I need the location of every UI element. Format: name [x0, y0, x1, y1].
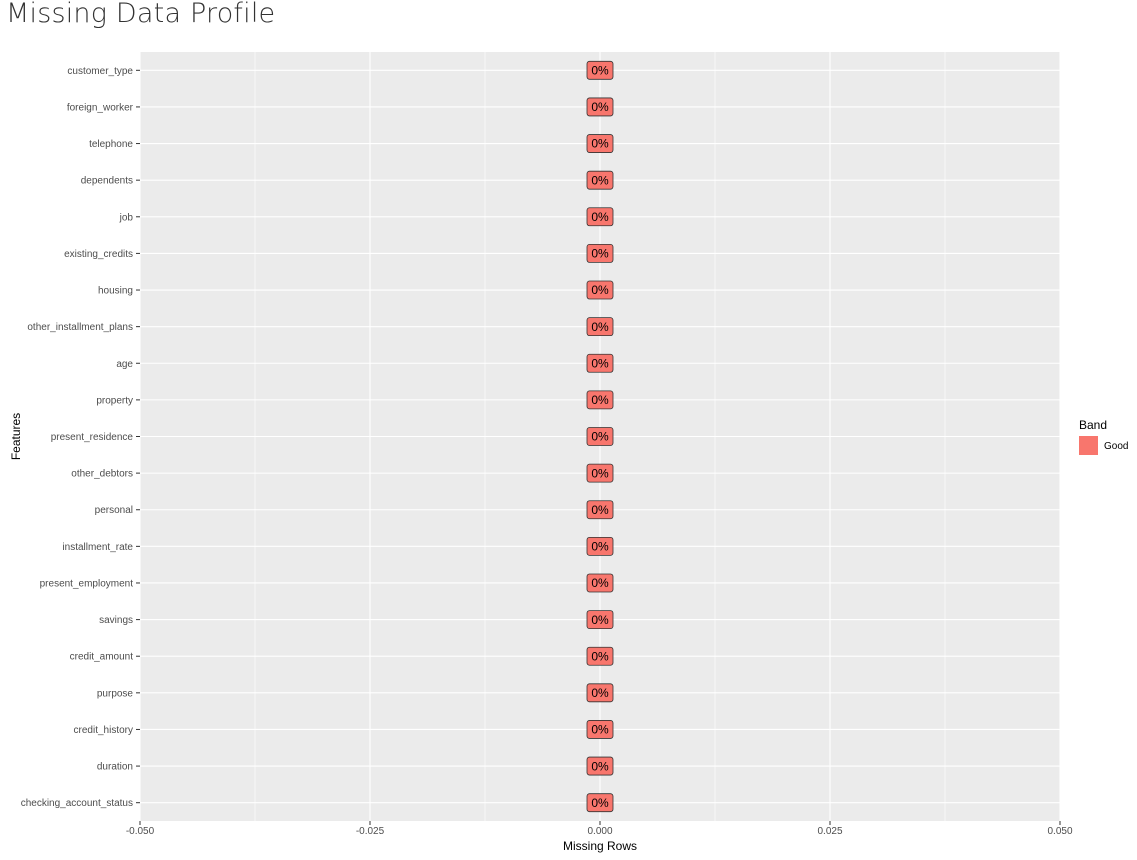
data-label-box: [586, 463, 614, 483]
x-axis-title: Missing Rows: [563, 839, 637, 853]
y-tick-label: other_debtors: [71, 469, 133, 480]
x-tick-label: 0.025: [817, 826, 842, 837]
y-tick-label: checking_account_status: [21, 798, 133, 809]
x-tick-label: -0.050: [126, 826, 155, 837]
data-label: 0%: [591, 137, 609, 151]
y-axis-title: Features: [9, 413, 23, 460]
y-tick-label: savings: [99, 615, 133, 626]
y-tick-label: age: [116, 359, 133, 370]
data-label-box: [586, 793, 614, 813]
data-label-box: [586, 207, 614, 227]
data-label: 0%: [591, 283, 609, 297]
legend: Band Good: [1079, 418, 1128, 455]
data-label: 0%: [591, 393, 609, 407]
data-label-box: [586, 646, 614, 666]
data-label: 0%: [591, 430, 609, 444]
data-label: 0%: [591, 613, 609, 627]
data-label: 0%: [591, 247, 609, 261]
y-tick-label: existing_credits: [64, 249, 133, 260]
y-tick-label: telephone: [89, 139, 133, 150]
data-label: 0%: [591, 320, 609, 334]
data-label-box: [586, 97, 614, 117]
data-label: 0%: [591, 686, 609, 700]
data-label: 0%: [591, 576, 609, 590]
data-label: 0%: [591, 100, 609, 114]
y-tick-label: housing: [98, 286, 133, 297]
data-label-box: [586, 756, 614, 776]
data-label-box: [586, 536, 614, 556]
legend-title: Band: [1079, 418, 1107, 432]
x-tick-label: 0.050: [1047, 826, 1072, 837]
data-label-box: [586, 683, 614, 703]
y-tick-label: personal: [95, 505, 133, 516]
data-label: 0%: [591, 759, 609, 773]
data-label-box: [586, 390, 614, 410]
data-label: 0%: [591, 210, 609, 224]
y-tick-label: foreign_worker: [67, 102, 134, 113]
data-label-box: [586, 280, 614, 300]
y-tick-label: credit_amount: [70, 652, 134, 663]
y-tick-label: customer_type: [67, 66, 133, 77]
data-label-box: [586, 353, 614, 373]
x-axis: -0.050 -0.025 0.000 0.025 0.050: [126, 821, 1073, 837]
y-tick-label: credit_history: [74, 725, 133, 736]
data-label-box: [586, 720, 614, 739]
data-label: 0%: [591, 796, 609, 810]
data-label: 0%: [591, 503, 609, 517]
data-label-box: [586, 170, 614, 190]
legend-key-good: [1079, 436, 1098, 455]
data-label-box: [586, 134, 614, 153]
data-label: 0%: [591, 540, 609, 554]
data-label: 0%: [591, 723, 609, 737]
y-tick-label: duration: [97, 762, 133, 773]
data-label-box: [586, 427, 614, 446]
data-label-box: [586, 244, 614, 263]
data-label-box: [586, 573, 614, 593]
legend-label-good: Good: [1104, 441, 1128, 452]
data-label-box: [586, 60, 614, 80]
y-tick-label: dependents: [81, 176, 133, 187]
y-tick-label: other_installment_plans: [27, 322, 133, 333]
data-marks: 0% 0% 0% 0% 0% 0% 0% 0% 0% 0% 0% 0% 0% 0% 0% 0% 0% 0% 0% 0%…: [586, 60, 614, 813]
data-label: 0%: [591, 466, 609, 480]
data-label: 0%: [591, 356, 609, 370]
data-label-box: [586, 500, 614, 520]
y-tick-label: purpose: [97, 688, 134, 699]
data-label: 0%: [591, 64, 609, 78]
data-label-box: [586, 317, 614, 337]
y-tick-label: installment_rate: [62, 542, 133, 553]
y-tick-label: property: [96, 395, 133, 406]
data-label: 0%: [591, 649, 609, 663]
data-label: 0%: [591, 173, 609, 187]
y-axis: customer_type foreign_worker telephone depe…: [21, 66, 140, 809]
y-tick-label: job: [119, 212, 134, 223]
y-tick-label: present_employment: [40, 578, 134, 589]
y-tick-label: present_residence: [51, 432, 134, 443]
x-tick-label: -0.025: [356, 826, 385, 837]
page-title: Missing Data Profile: [6, 0, 276, 29]
data-label-box: [586, 610, 614, 629]
x-tick-label: 0.000: [587, 826, 612, 837]
